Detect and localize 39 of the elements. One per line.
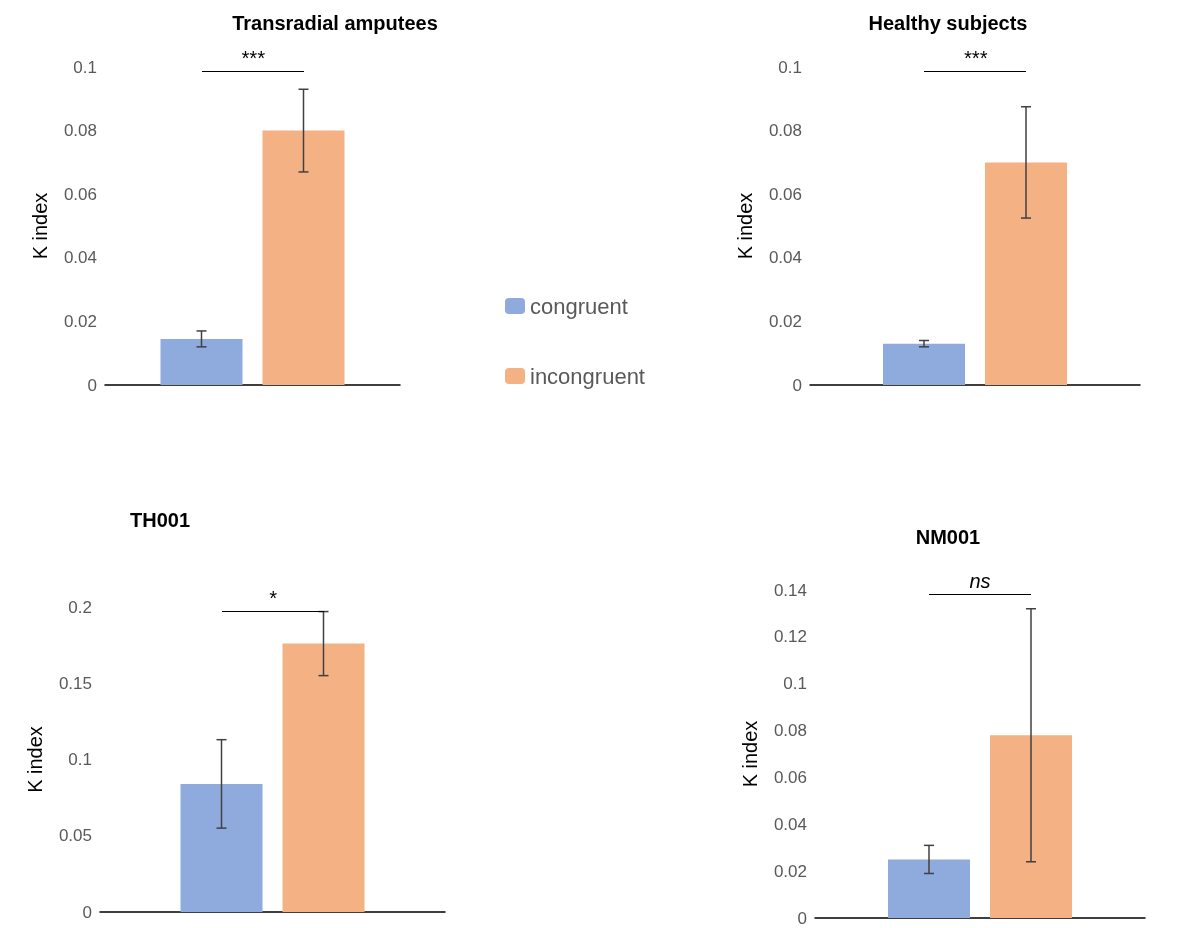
annotation: ns: [968, 570, 992, 592]
y-tick-label: 0: [792, 375, 802, 395]
y-tick-label: 0.15: [58, 673, 92, 693]
chart-title: Healthy subjects: [868, 12, 1028, 34]
legend-label: incongruent: [530, 363, 645, 389]
annotation: ***: [239, 47, 266, 69]
y-tick-label: 0.2: [68, 597, 92, 617]
chart-title: NM001: [915, 526, 981, 548]
y-tick-label: 0.08: [773, 721, 807, 741]
y-tick-label: 0.12: [773, 627, 807, 647]
y-tick-label: 0.02: [773, 861, 807, 881]
y-tick-label: 0: [87, 375, 97, 395]
y-tick-label: 0.04: [773, 814, 807, 834]
chart-title: TH001: [129, 509, 191, 531]
annotation: ***: [962, 47, 988, 69]
y-tick-label: 0.08: [768, 121, 802, 141]
y-tick-label: 0.04: [63, 248, 97, 268]
y-tick-label: 0.06: [773, 767, 807, 787]
y-tick-label: 0.06: [63, 184, 97, 204]
y-tick-label: 0.05: [58, 826, 92, 846]
y-tick-label: 0.08: [63, 121, 97, 141]
y-tick-label: 0.06: [768, 184, 802, 204]
chart-title: Transradial amputees: [232, 12, 438, 34]
y-tick-label: 0.1: [73, 57, 97, 77]
y-tick-label: 0: [797, 908, 807, 928]
legend-label: congruent: [530, 293, 628, 319]
y-tick-label: 0.04: [768, 248, 802, 268]
y-tick-label: 0.1: [783, 674, 807, 694]
y-tick-label: 0: [82, 902, 92, 922]
y-tick-label: 0.1: [68, 750, 92, 769]
y-tick-label: 0.02: [768, 311, 802, 331]
y-axis-title: K index: [734, 192, 756, 260]
y-tick-label: 0.1: [778, 57, 802, 77]
y-axis-title: K index: [24, 726, 46, 793]
y-tick-label: 0.02: [63, 311, 97, 331]
y-axis-title: K index: [29, 192, 51, 260]
annotation: *: [267, 587, 278, 609]
y-tick-label: 0.14: [773, 580, 807, 600]
y-axis-title: K index: [739, 720, 761, 788]
